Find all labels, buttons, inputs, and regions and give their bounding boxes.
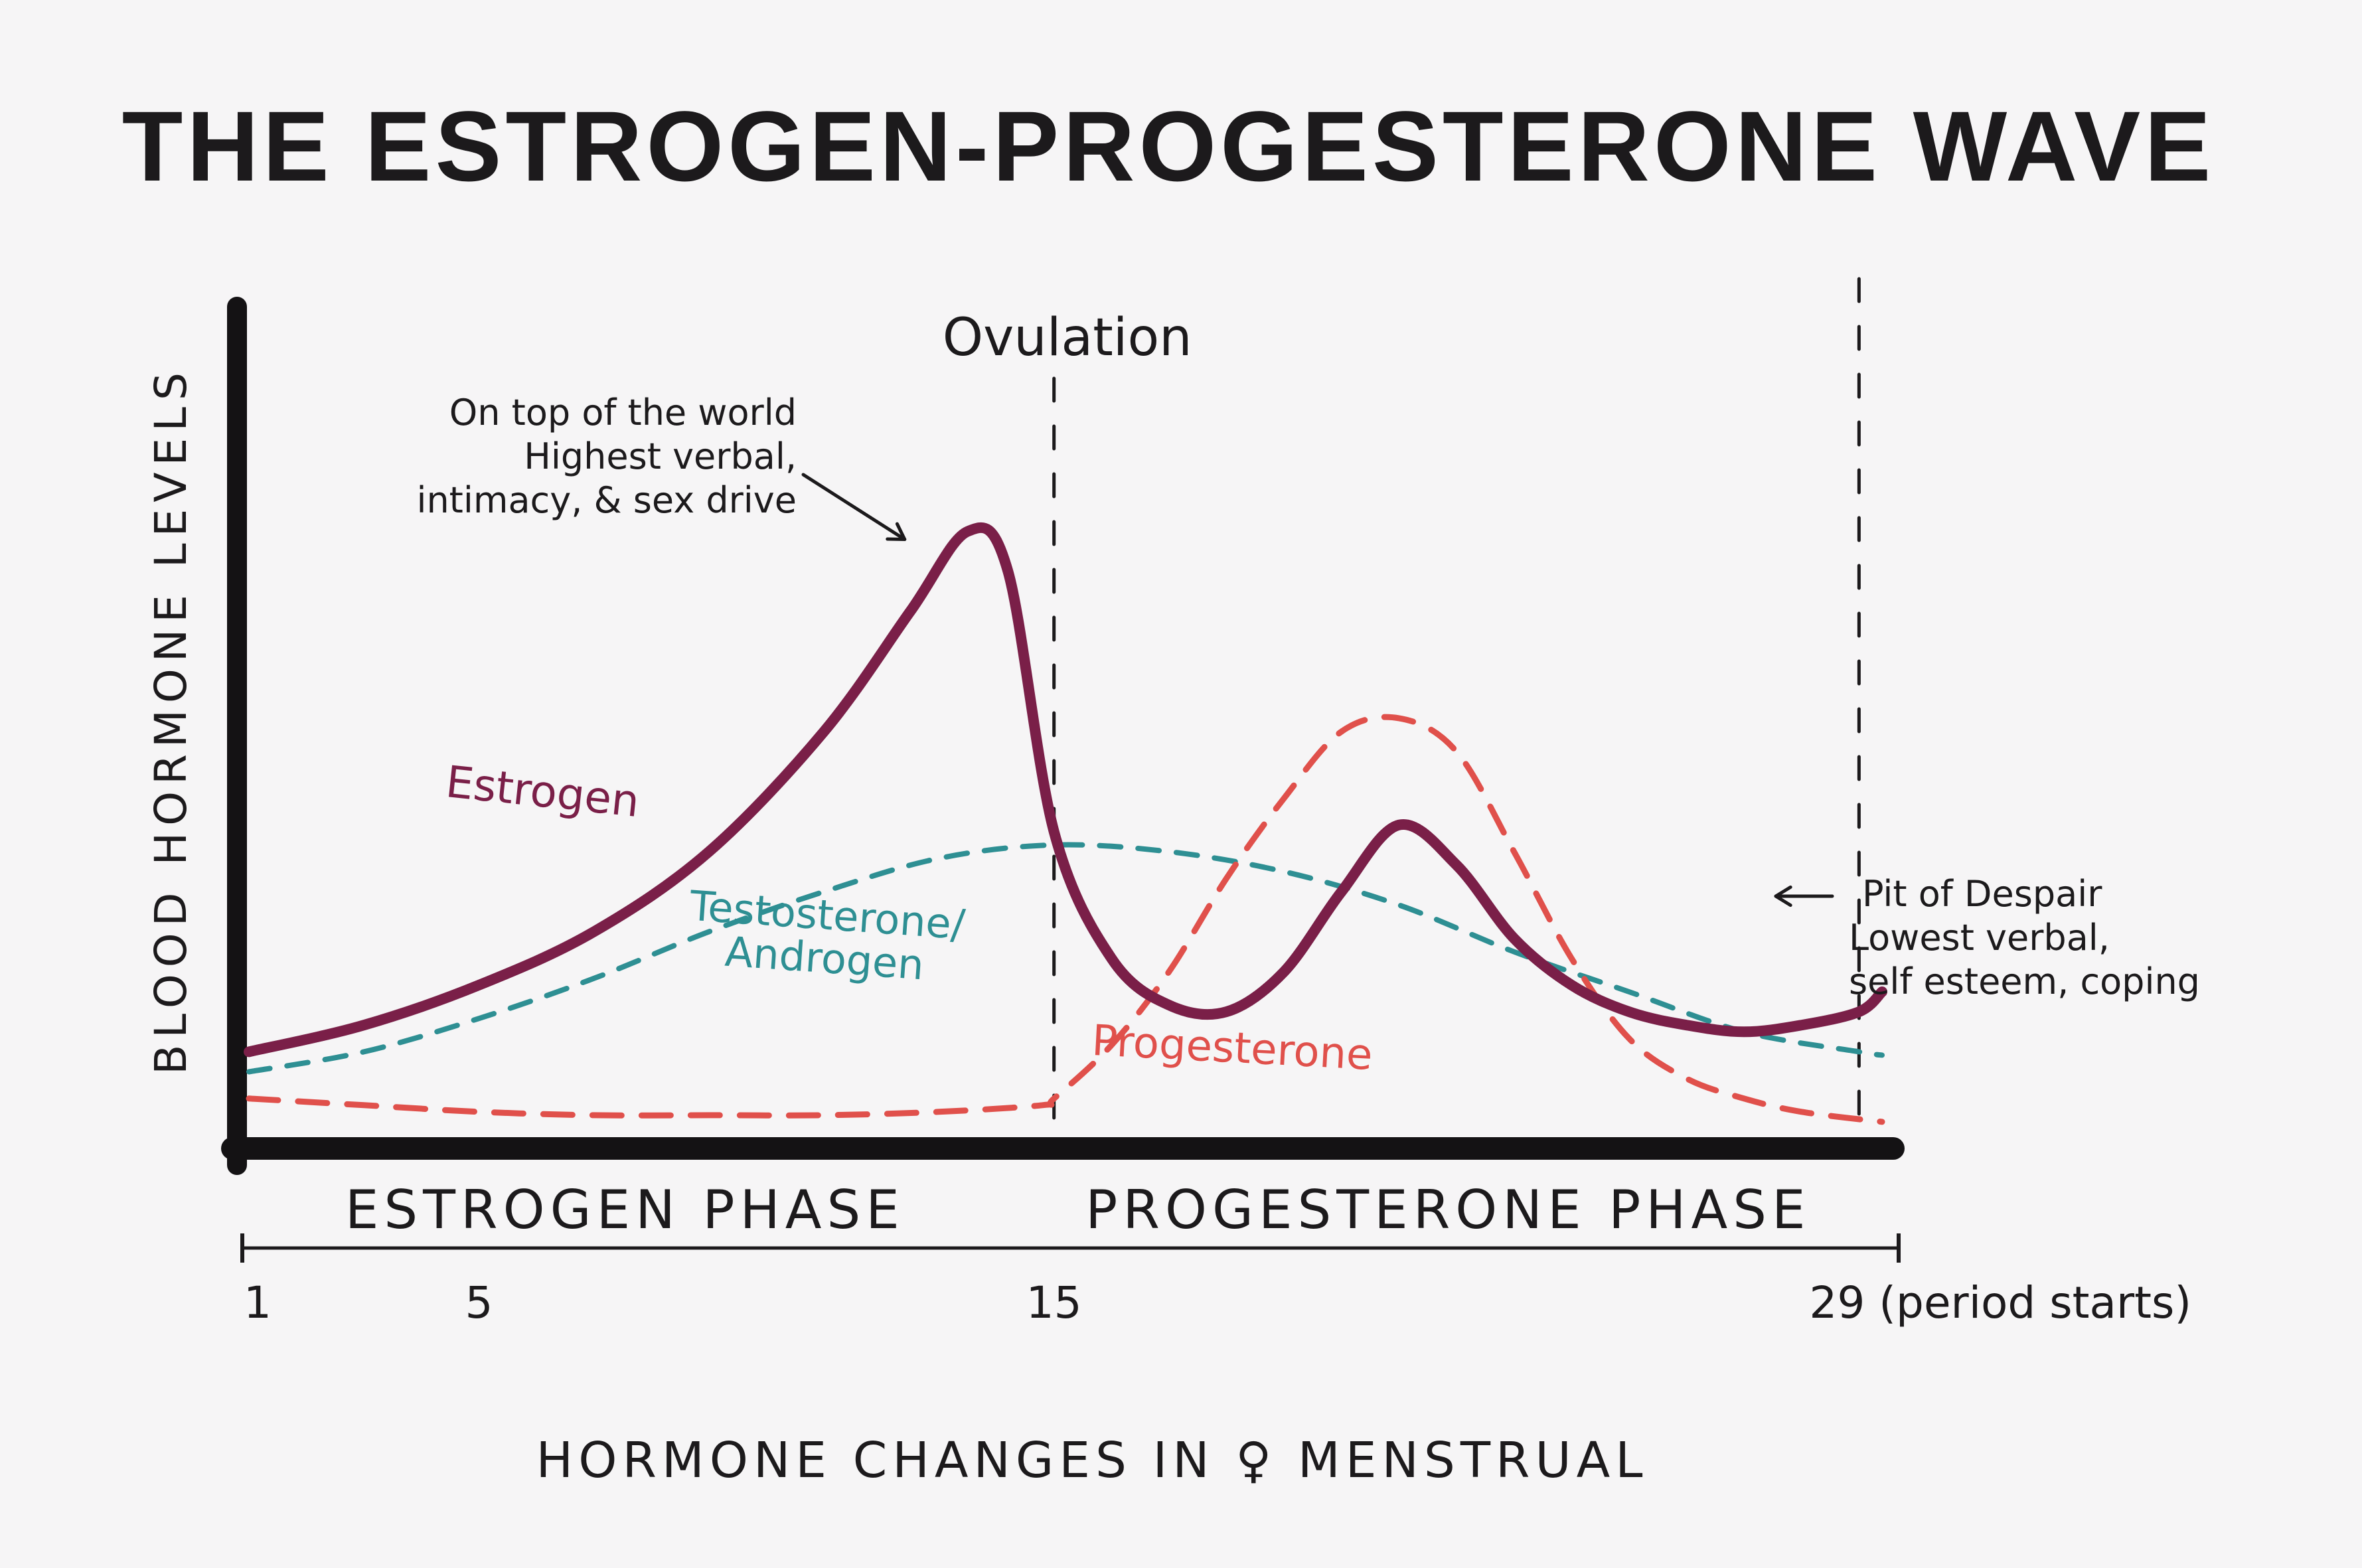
x-tick-label-1: 1 [244, 1277, 272, 1328]
series-label-testosterone-androgen: Testosterone/Androgen [684, 882, 967, 992]
y-axis-label: BLOOD HORMONE LEVELS [145, 366, 197, 1075]
x-tick-label-29: 29 (period starts) [1809, 1277, 2191, 1328]
phase-label-estrogen-phase: ESTROGEN PHASE [345, 1179, 905, 1241]
annotation-pit-of-despair: Pit of Despair Lowest verbal, self esteem,… [1849, 873, 2200, 1002]
x-tick-label-15: 15 [1026, 1277, 1082, 1328]
series-line-progesterone [246, 714, 1885, 1125]
annotation-arrowhead-2 [1774, 885, 1792, 907]
marker-label-ovulation: Ovulation [943, 308, 1192, 368]
annotation-arrow-1 [801, 473, 907, 541]
series-line-estrogen [244, 522, 1887, 1058]
annotation-arrowhead-1 [886, 522, 907, 541]
annotation-top-of-world: On top of the world Highest verbal, intima… [416, 392, 797, 521]
series-label-progesterone: Progesterone [1091, 1016, 1374, 1080]
x-axis-label: HORMONE CHANGES IN ♀ MENSTRUAL [536, 1432, 1648, 1489]
x-tick-label-5: 5 [465, 1277, 493, 1328]
series-label-estrogen: Estrogen [443, 756, 642, 827]
phase-label-progesterone-phase: PROGESTERONE PHASE [1085, 1179, 1810, 1241]
series-line-testosterone-androgen [246, 842, 1885, 1075]
chart-title: THE ESTROGEN-PROGESTERONE WAVE [122, 90, 2215, 202]
